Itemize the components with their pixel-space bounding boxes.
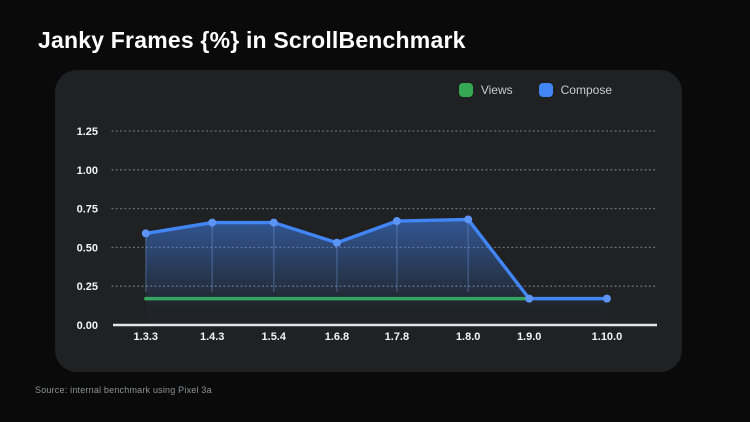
y-tick-label: 0.25	[77, 281, 98, 293]
chart-card: Views Compose 1.25 1.00 0.75 0.50 0.25 0.00 1.…	[55, 70, 682, 372]
chart-legend: Views Compose	[458, 83, 612, 97]
y-tick-label: 0.75	[77, 204, 98, 216]
compose-legend-label: Compose	[560, 83, 612, 97]
x-tick-label: 1.9.0	[517, 331, 541, 343]
page-title: Janky Frames {%} in ScrollBenchmark	[38, 27, 466, 53]
data-point-dot	[602, 294, 611, 303]
y-tick-label: 1.00	[77, 165, 98, 177]
views-legend-label: Views	[480, 83, 513, 97]
y-tick-label: 1.25	[77, 126, 98, 138]
data-point-dot	[525, 294, 534, 303]
x-tick-label: 1.5.4	[262, 331, 287, 343]
y-tick-label: 0.50	[77, 242, 98, 254]
source-note: Source: internal benchmark using Pixel 3…	[35, 385, 212, 395]
data-point-dot	[392, 217, 401, 226]
data-point-dot	[269, 218, 278, 227]
data-point-dot	[208, 218, 217, 227]
data-point-dot	[464, 215, 473, 224]
data-point-dot	[141, 229, 150, 238]
data-point-dot	[332, 238, 341, 247]
x-tick-label: 1.6.8	[325, 331, 349, 343]
x-tick-label: 1.3.3	[134, 331, 158, 343]
x-tick-label: 1.4.3	[200, 331, 224, 343]
x-tick-label: 1.7.8	[385, 331, 409, 343]
janky-frames-line-chart: 1.25 1.00 0.75 0.50 0.25 0.00 1.3.3 1.4.3 1.5.4 1…	[77, 126, 657, 343]
compose-line	[144, 217, 609, 301]
views-swatch-icon	[458, 83, 473, 97]
compose-area-fill	[145, 219, 607, 324]
y-tick-label: 0.00	[77, 320, 98, 332]
compose-swatch-icon	[538, 83, 553, 97]
legend-item-views: Views	[458, 83, 513, 97]
x-tick-label: 1.10.0	[592, 331, 623, 343]
legend-item-compose: Compose	[538, 83, 612, 97]
x-tick-label: 1.8.0	[456, 331, 480, 343]
